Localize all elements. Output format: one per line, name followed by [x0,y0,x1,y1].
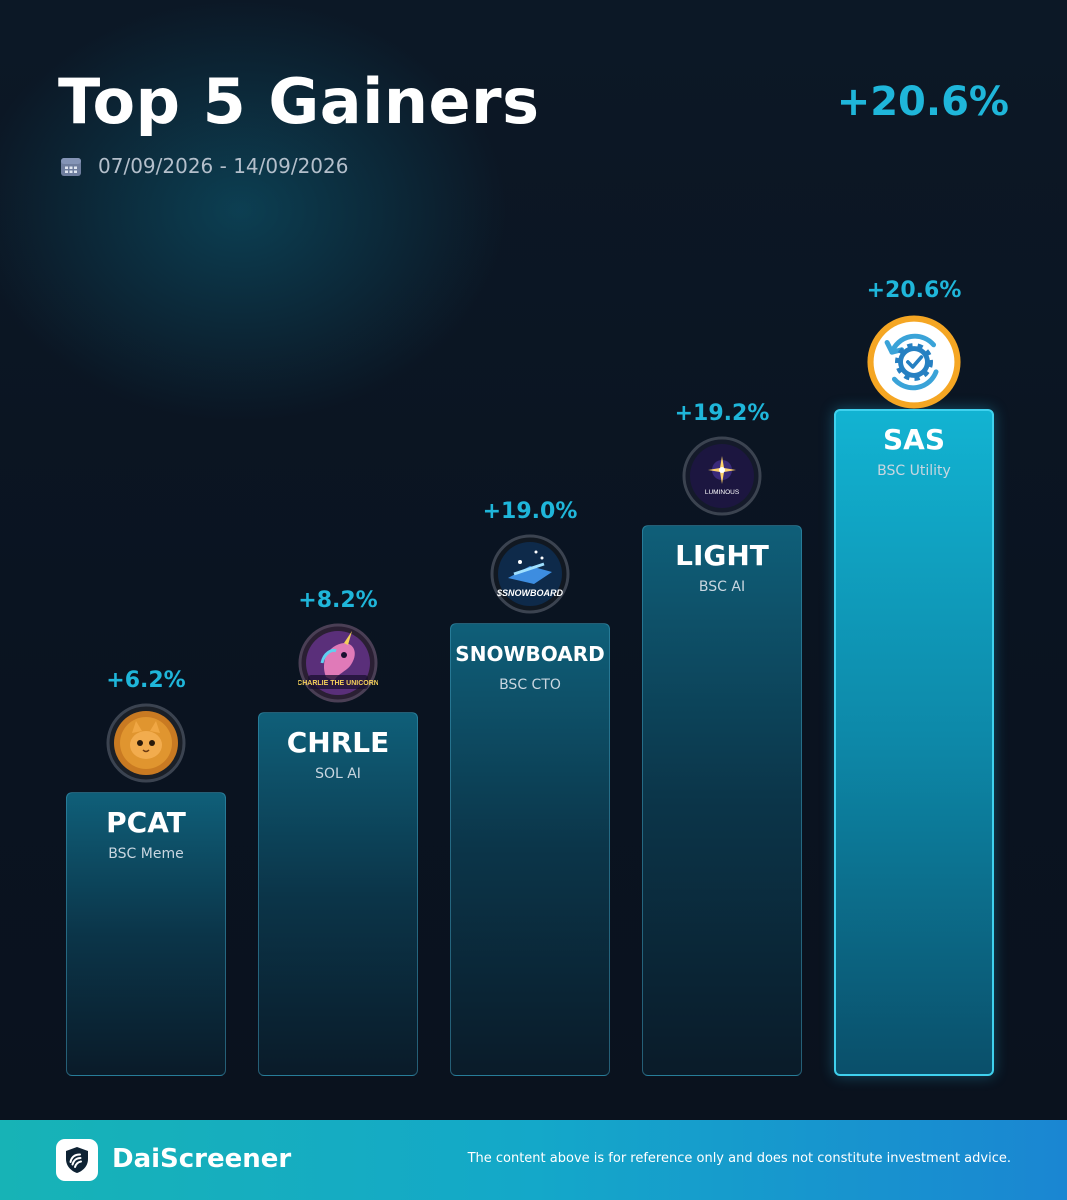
ticker-label-sas: SAS [882,423,945,456]
value-label-snowboard: +19.0% [482,499,578,524]
daiscreener-shield-icon [56,1139,98,1181]
ticker-label-pcat: PCAT [106,806,186,839]
bar-snowboard [450,623,610,1076]
sas-logo-icon [865,313,963,411]
light-logo-icon: LUMINOUS [682,436,762,516]
calendar-icon [61,158,81,176]
ticker-label-chrle: CHRLE [286,726,390,759]
chrle-logo-icon: CHARLIE THE UNICORN [297,623,379,703]
value-label-light: +19.2% [674,401,770,426]
value-label-pcat: +6.2% [106,668,186,693]
snowboard-logo-icon: $SNOWBOARD [490,534,570,614]
value-label-sas: +20.6% [866,278,962,303]
page-title: Top 5 Gainers [58,65,540,138]
category-label-sas: BSC Utility [877,463,951,479]
brand-name: DaiScreener [112,1144,292,1174]
svg-text:$SNOWBOARD: $SNOWBOARD [496,588,564,598]
footer: DaiScreener The content above is for ref… [0,1120,1067,1200]
bar-pcat [66,792,226,1076]
gainers-bar-chart: PCAT BSC Meme +6.2% CHRLE SOL AI CHARLIE THE … [66,278,994,1076]
bar-light [642,525,802,1076]
bar-chrle [258,712,418,1076]
category-label-chrle: SOL AI [315,766,361,782]
svg-text:LUMINOUS: LUMINOUS [705,489,740,496]
svg-text:CHARLIE THE UNICORN: CHARLIE THE UNICORN [298,680,378,687]
ticker-label-snowboard: SNOWBOARD [455,642,605,666]
category-label-pcat: BSC Meme [108,846,184,862]
disclaimer: The content above is for reference only … [467,1151,1011,1166]
category-label-snowboard: BSC CTO [499,677,561,693]
bar-sas [834,409,994,1076]
date-row: 07/09/2026 - 14/09/2026 [60,152,348,180]
date-range: 07/09/2026 - 14/09/2026 [98,154,349,178]
ticker-label-light: LIGHT [675,539,769,572]
value-label-chrle: +8.2% [298,588,378,613]
headline-change: +20.6% [836,79,1009,125]
pcat-logo-icon [106,703,186,783]
category-label-light: BSC AI [698,579,746,595]
